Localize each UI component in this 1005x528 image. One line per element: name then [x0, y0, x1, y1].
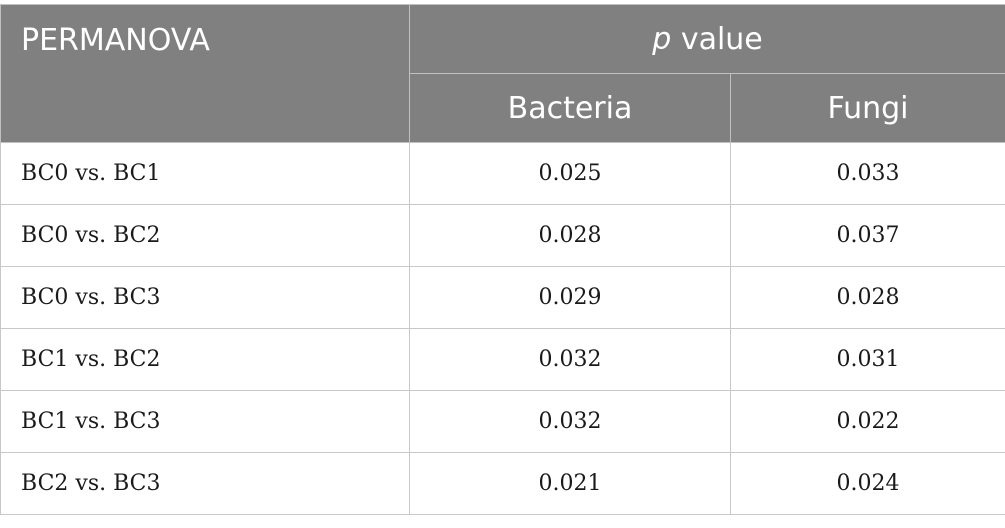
comparison-cell: BC0 vs. BC3: [0, 266, 410, 329]
bacteria-p-value-cell: 0.029: [409, 266, 731, 329]
header-value-text: value: [671, 21, 763, 57]
comparison-cell: BC1 vs. BC3: [0, 390, 410, 453]
comparison-cell: BC0 vs. BC1: [0, 142, 410, 205]
fungi-p-value-cell: 0.028: [730, 266, 1005, 329]
header-bacteria: Bacteria: [409, 73, 731, 143]
fungi-p-value-cell: 0.024: [730, 452, 1005, 515]
table-row: BC1 vs. BC3 0.032 0.022: [0, 390, 1005, 453]
bacteria-p-value-cell: 0.028: [409, 204, 731, 267]
table-row: BC0 vs. BC3 0.029 0.028: [0, 266, 1005, 329]
header-p-value: p value: [409, 4, 1005, 74]
comparison-cell: BC1 vs. BC2: [0, 328, 410, 391]
table-row: BC1 vs. BC2 0.032 0.031: [0, 328, 1005, 391]
header-permanova: PERMANOVA: [0, 4, 410, 143]
table-row: BC0 vs. BC1 0.025 0.033: [0, 142, 1005, 205]
table-header: PERMANOVA p value Bacteria Fungi: [0, 4, 1005, 143]
bacteria-p-value-cell: 0.021: [409, 452, 731, 515]
bacteria-p-value-cell: 0.032: [409, 390, 731, 453]
table-row: BC2 vs. BC3 0.021 0.024: [0, 452, 1005, 515]
table-body: BC0 vs. BC1 0.025 0.033 BC0 vs. BC2 0.02…: [0, 142, 1005, 515]
permanova-table: PERMANOVA p value Bacteria Fungi BC0 vs.…: [0, 4, 1005, 515]
table-row: BC0 vs. BC2 0.028 0.037: [0, 204, 1005, 267]
header-p-italic: p: [652, 21, 672, 57]
comparison-cell: BC0 vs. BC2: [0, 204, 410, 267]
fungi-p-value-cell: 0.037: [730, 204, 1005, 267]
bacteria-p-value-cell: 0.025: [409, 142, 731, 205]
bacteria-p-value-cell: 0.032: [409, 328, 731, 391]
header-fungi: Fungi: [730, 73, 1005, 143]
fungi-p-value-cell: 0.022: [730, 390, 1005, 453]
comparison-cell: BC2 vs. BC3: [0, 452, 410, 515]
fungi-p-value-cell: 0.033: [730, 142, 1005, 205]
fungi-p-value-cell: 0.031: [730, 328, 1005, 391]
